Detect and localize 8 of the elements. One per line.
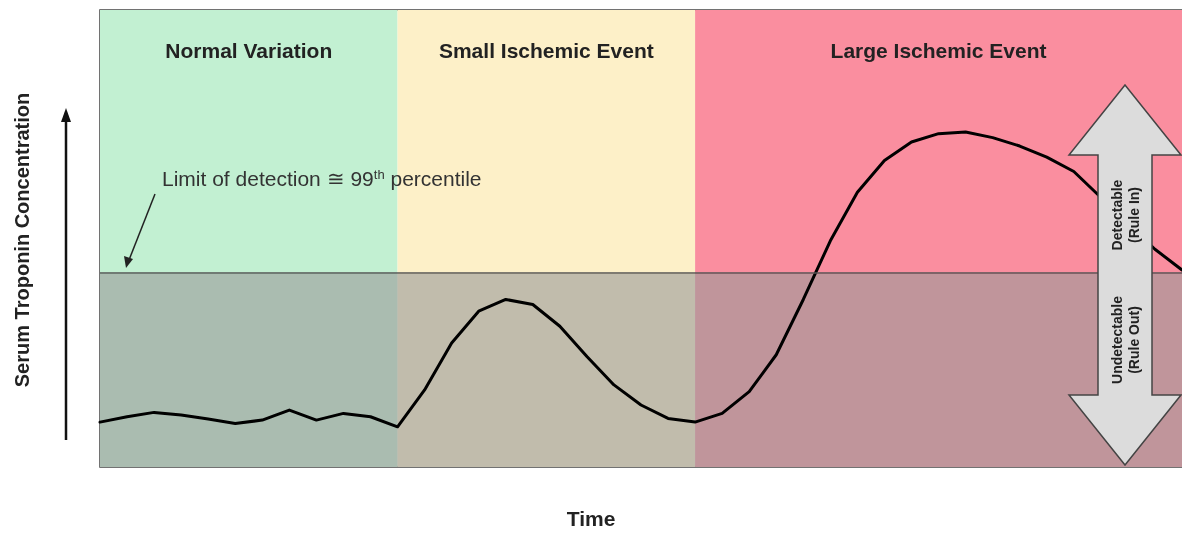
text: Small Ischemic Event (438, 39, 654, 62)
ref-line-label: Limit of detection ≅ 99$^{th}$ percentile (162, 166, 482, 191)
y-axis-title: Serum Troponin Concentration (11, 92, 33, 388)
text: Large Ischemic Event (830, 39, 1047, 62)
annotation: Undetectable (Rule Out) (1108, 295, 1142, 384)
annotation: Detectable (Rule In) (1108, 179, 1142, 251)
text: Normal Variation (165, 39, 333, 62)
x-axis-title: Time (566, 507, 616, 530)
